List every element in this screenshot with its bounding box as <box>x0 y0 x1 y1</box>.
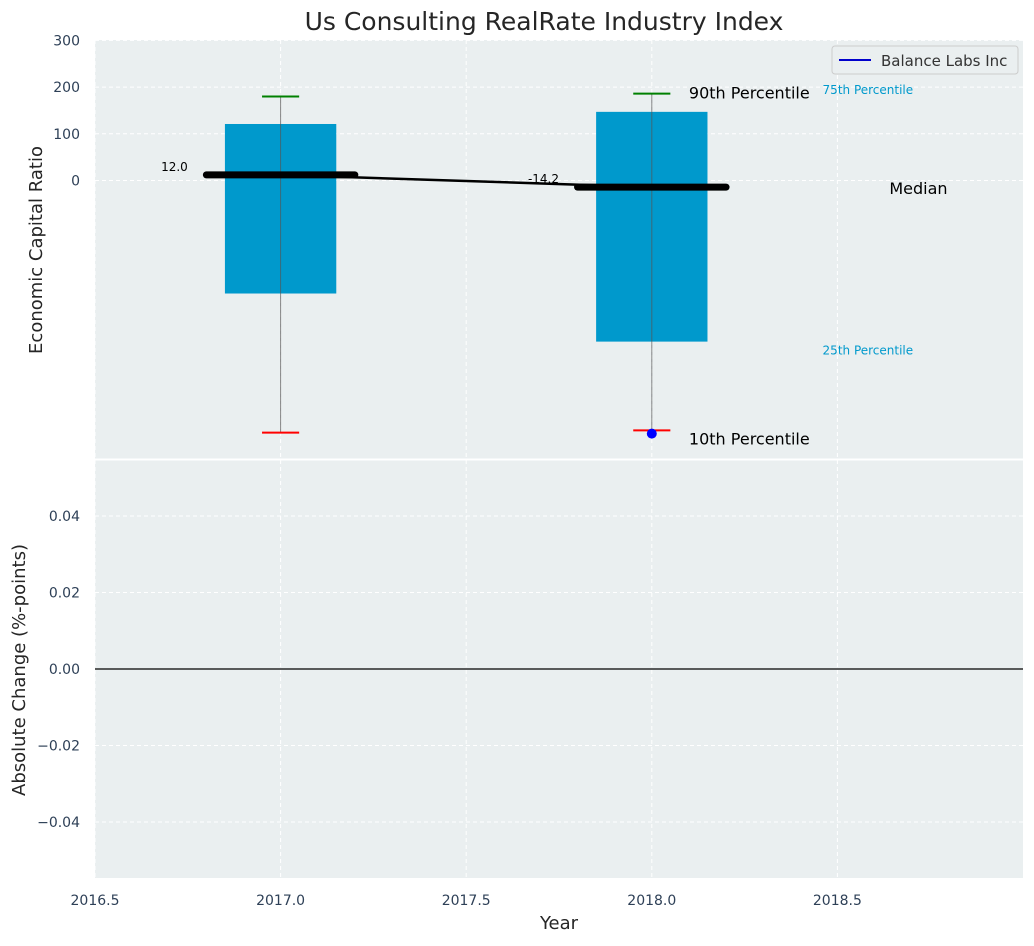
y-tick-label-top: 0 <box>71 174 80 190</box>
y-tick-label-top: 100 <box>53 127 80 143</box>
legend: Balance Labs Inc <box>831 45 1019 75</box>
annotation-75th-percentile: 75th Percentile <box>823 83 914 97</box>
y-axis-label-bottom: Absolute Change (%-points) <box>9 544 30 796</box>
y-tick-label-bottom: 0.04 <box>49 509 80 525</box>
x-tick-label: 2018.0 <box>627 893 676 909</box>
legend-label: Balance Labs Inc <box>881 52 1007 70</box>
y-axis-label-top: Economic Capital Ratio <box>26 146 47 354</box>
box-plot-layer: 12.0 -14.2 90th Percentile 75th Percentile M… <box>161 83 947 448</box>
tick-labels: 2016.5 2017.0 2017.5 2018.0 2018.5 300 200 100 0… <box>37 33 862 909</box>
median-value-label: -14.2 <box>528 172 559 186</box>
y-tick-label-top: 200 <box>53 80 80 96</box>
annotation-25th-percentile: 25th Percentile <box>823 344 914 358</box>
company-data-point <box>646 428 657 439</box>
annotation-10th-percentile: 10th Percentile <box>689 429 810 448</box>
x-tick-label: 2017.5 <box>442 893 491 909</box>
legend-box <box>831 45 1019 75</box>
annotation-median: Median <box>889 179 947 198</box>
y-tick-label-top: 300 <box>53 33 80 49</box>
x-axis-label: Year <box>539 913 579 934</box>
x-tick-label: 2016.5 <box>71 893 120 909</box>
x-tick-label: 2017.0 <box>256 893 305 909</box>
x-tick-label: 2018.5 <box>813 893 862 909</box>
annotation-90th-percentile: 90th Percentile <box>689 84 810 103</box>
y-tick-label-bottom: −0.02 <box>37 739 80 755</box>
median-value-label: 12.0 <box>161 160 188 174</box>
y-tick-label-bottom: 0.00 <box>49 662 80 678</box>
y-tick-label-bottom: −0.04 <box>37 815 80 831</box>
chart-title: Us Consulting RealRate Industry Index <box>305 7 784 36</box>
y-tick-label-bottom: 0.02 <box>49 586 80 602</box>
